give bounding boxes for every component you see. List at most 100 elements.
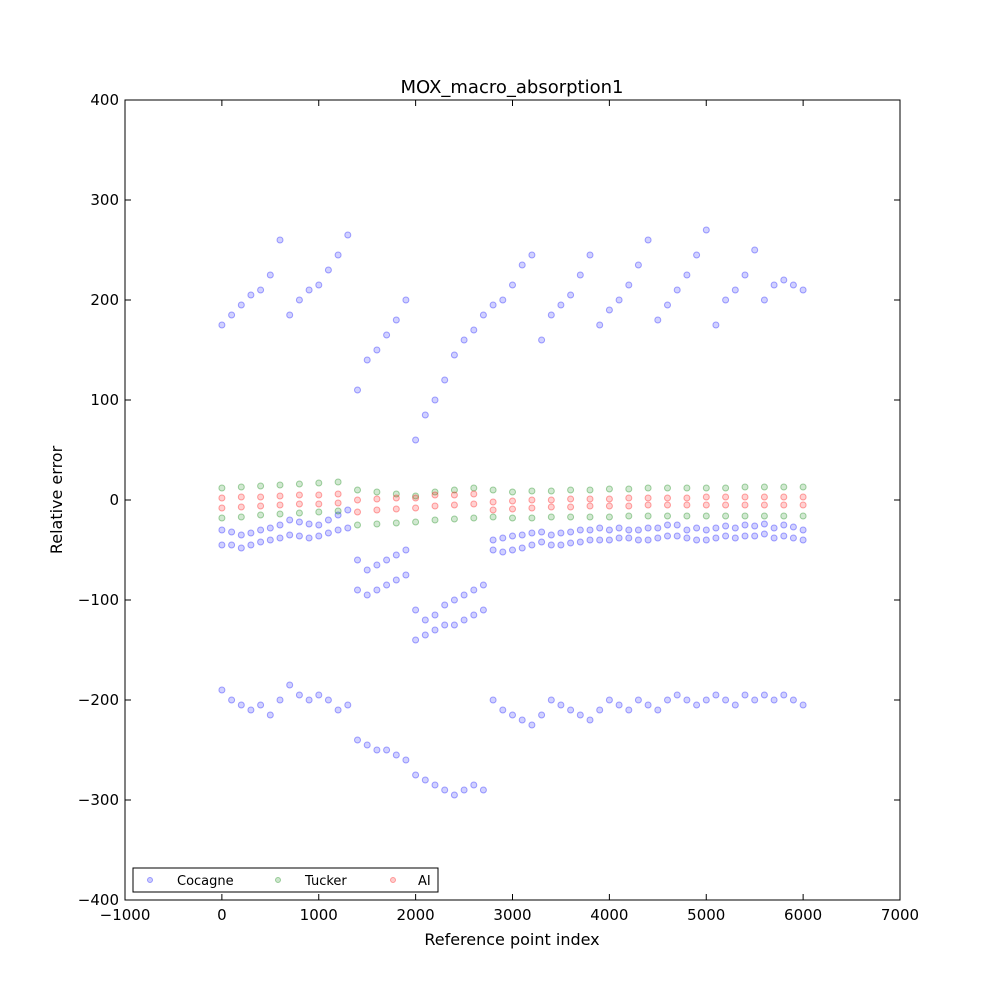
data-point-tucker <box>780 483 788 491</box>
data-point-cocagne <box>470 326 478 334</box>
data-point-cocagne <box>586 251 594 259</box>
data-point-cocagne <box>324 529 332 537</box>
data-point-cocagne <box>247 706 255 714</box>
data-point-tucker <box>625 512 633 520</box>
data-point-cocagne <box>431 396 439 404</box>
data-point-cocagne <box>315 691 323 699</box>
data-point-cocagne <box>770 534 778 542</box>
data-point-cocagne <box>615 524 623 532</box>
data-point-cocagne <box>266 524 274 532</box>
data-point-cocagne <box>538 711 546 719</box>
data-point-tucker <box>625 485 633 493</box>
data-point-tucker <box>392 490 400 498</box>
data-point-cocagne <box>421 616 429 624</box>
data-point-tucker <box>664 512 671 520</box>
data-point-cocagne <box>789 696 797 704</box>
data-point-ai <box>586 502 594 510</box>
data-point-cocagne <box>218 686 226 694</box>
data-point-cocagne <box>460 616 468 624</box>
data-point-ai <box>722 501 730 509</box>
data-point-cocagne <box>605 536 613 544</box>
data-point-tucker <box>412 492 420 500</box>
data-point-cocagne <box>509 532 516 540</box>
data-point-ai <box>334 499 342 507</box>
data-point-ai <box>683 494 691 502</box>
data-point-cocagne <box>450 596 458 604</box>
data-point-cocagne <box>412 436 420 444</box>
data-point-cocagne <box>654 524 662 532</box>
data-point-cocagne <box>644 536 652 544</box>
data-point-cocagne <box>576 271 584 279</box>
data-point-cocagne <box>547 696 555 704</box>
data-point-cocagne <box>431 626 439 634</box>
data-point-cocagne <box>634 696 642 704</box>
data-point-cocagne <box>702 226 710 234</box>
data-point-ai <box>373 506 381 514</box>
x-tick-label: 4000 <box>590 906 628 924</box>
data-point-cocagne <box>421 631 429 639</box>
data-point-cocagne <box>741 521 749 529</box>
data-point-cocagne <box>266 271 274 279</box>
data-point-cocagne <box>334 706 342 714</box>
data-point-cocagne <box>228 528 236 536</box>
data-point-ai <box>257 493 265 501</box>
data-point-tucker <box>567 513 575 521</box>
data-point-cocagne <box>683 696 691 704</box>
data-point-cocagne <box>295 296 303 304</box>
data-point-cocagne <box>673 691 681 699</box>
data-point-tucker <box>431 488 439 496</box>
data-point-cocagne <box>286 681 294 689</box>
data-point-ai <box>276 501 284 509</box>
legend: Cocagne Tucker AI <box>132 867 439 893</box>
y-tick-label: 0 <box>109 491 119 509</box>
data-point-tucker <box>315 479 323 487</box>
data-point-tucker <box>218 484 226 492</box>
data-point-cocagne <box>276 521 284 529</box>
data-point-cocagne <box>257 286 265 294</box>
data-point-cocagne <box>373 346 381 354</box>
data-point-tucker <box>605 513 613 521</box>
data-point-cocagne <box>712 691 720 699</box>
data-point-cocagne <box>305 286 313 294</box>
data-point-cocagne <box>547 311 555 319</box>
data-point-cocagne <box>305 520 313 528</box>
data-point-cocagne <box>315 521 323 529</box>
data-point-cocagne <box>305 534 313 542</box>
data-point-cocagne <box>499 706 507 714</box>
data-point-tucker <box>276 510 284 518</box>
data-point-cocagne <box>683 534 691 542</box>
data-point-cocagne <box>383 581 391 589</box>
data-point-cocagne <box>789 281 797 289</box>
data-point-ai <box>625 502 633 510</box>
data-point-cocagne <box>334 251 342 259</box>
data-point-ai <box>489 506 497 514</box>
data-point-cocagne <box>363 741 371 749</box>
data-point-cocagne <box>518 716 526 724</box>
data-point-cocagne <box>789 534 797 542</box>
data-point-ai <box>489 498 497 506</box>
data-point-tucker <box>334 507 342 515</box>
data-point-cocagne <box>218 526 226 534</box>
data-point-tucker <box>702 484 710 492</box>
data-point-cocagne <box>489 536 497 544</box>
data-point-ai <box>547 503 555 511</box>
x-axis-label: Reference point index <box>424 930 599 949</box>
data-point-ai <box>412 494 420 502</box>
data-point-tucker <box>586 513 594 521</box>
data-point-cocagne <box>257 538 265 546</box>
data-point-tucker <box>799 483 807 491</box>
data-point-cocagne <box>421 776 429 784</box>
data-point-cocagne <box>315 532 323 540</box>
data-point-ai <box>295 500 303 508</box>
data-point-tucker <box>509 488 516 496</box>
data-point-cocagne <box>586 536 594 544</box>
data-point-cocagne <box>373 586 381 594</box>
data-point-tucker <box>334 478 342 486</box>
chart-title: MOX_macro_absorption1 <box>401 77 624 98</box>
data-point-cocagne <box>286 531 294 539</box>
data-point-ai <box>431 502 439 510</box>
data-point-cocagne <box>354 736 361 744</box>
data-point-ai <box>605 495 613 503</box>
data-point-cocagne <box>257 701 265 709</box>
